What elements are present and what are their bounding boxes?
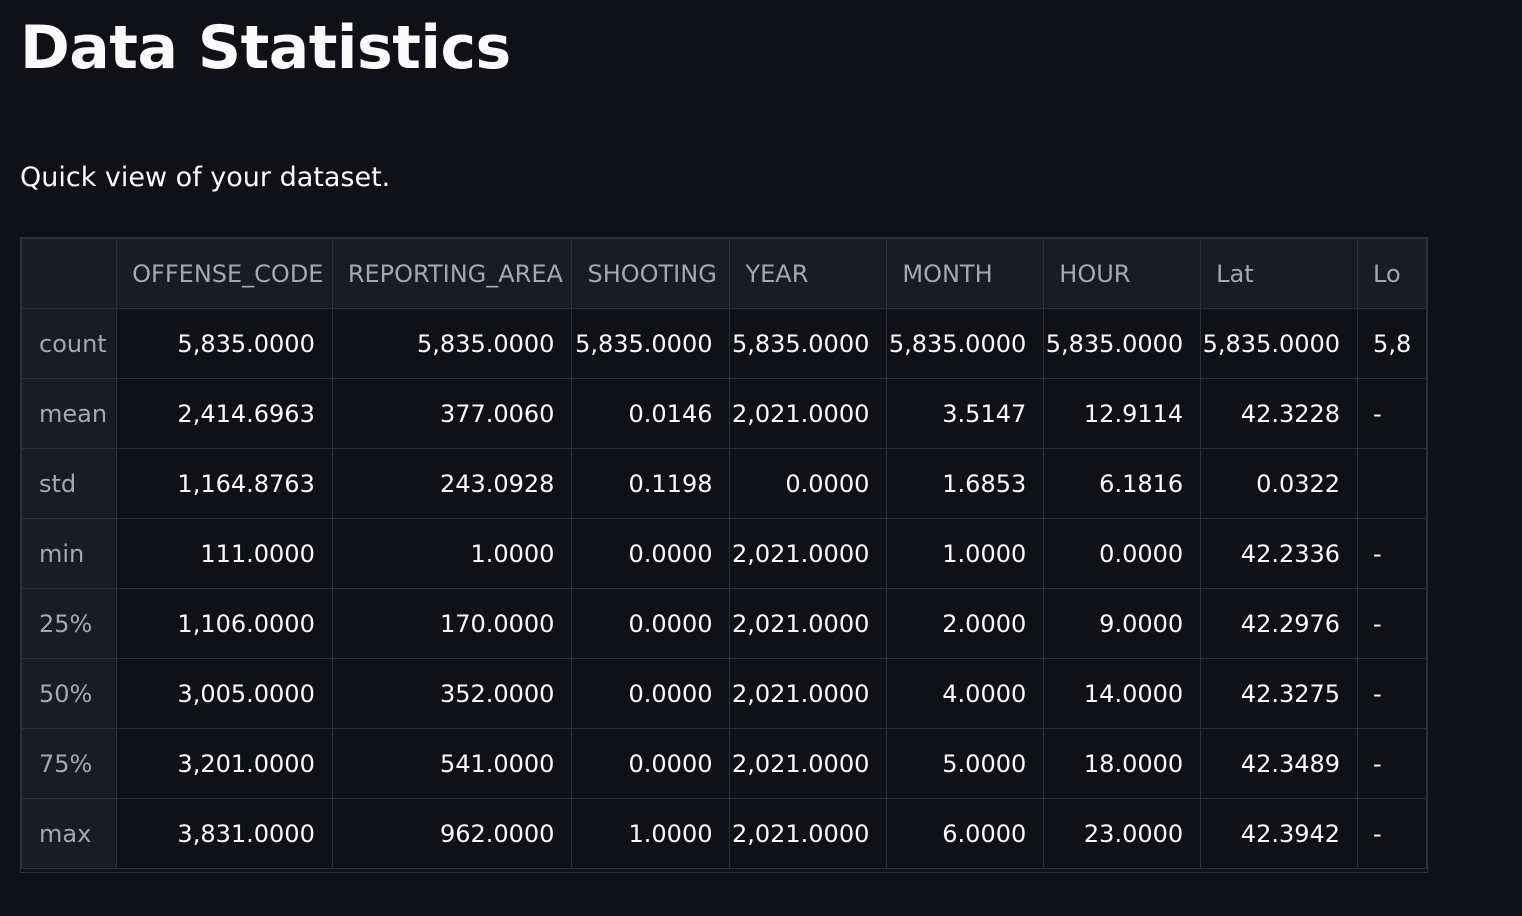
table-row: std 1,164.8763 243.0928 0.1198 0.0000 1.6853 6… — [21, 448, 1427, 519]
table-cell[interactable]: - — [1357, 588, 1427, 659]
table-cell[interactable]: 111.0000 — [116, 518, 333, 589]
table-cell[interactable]: 5,835.0000 — [331, 308, 573, 379]
table-cell[interactable]: 0.0000 — [729, 448, 888, 519]
table-cell[interactable]: 5,835.0000 — [729, 308, 888, 379]
row-index-label: 25% — [21, 588, 118, 659]
table-cell[interactable]: 42.3489 — [1200, 728, 1359, 799]
row-index-label: mean — [21, 378, 118, 449]
table-cell[interactable]: 42.2336 — [1200, 518, 1359, 589]
table-cell[interactable]: 14.0000 — [1043, 658, 1202, 729]
table-cell[interactable]: - — [1357, 658, 1427, 729]
table-cell[interactable]: 541.0000 — [331, 728, 573, 799]
table-cell[interactable]: 2,021.0000 — [729, 728, 888, 799]
stats-dataframe[interactable]: OFFENSE_CODE REPORTING_AREA SHOOTING YEA… — [20, 237, 1428, 873]
table-cell[interactable]: 0.0146 — [571, 378, 731, 449]
column-header[interactable]: Lat — [1200, 238, 1359, 309]
table-cell[interactable]: 243.0928 — [331, 448, 573, 519]
row-index-label: 50% — [21, 658, 118, 729]
row-index-label: max — [21, 798, 118, 869]
table-cell[interactable]: - — [1357, 798, 1427, 869]
table-cell[interactable]: 18.0000 — [1043, 728, 1202, 799]
table-cell[interactable]: 4.0000 — [886, 658, 1045, 729]
column-header[interactable]: YEAR — [729, 238, 888, 309]
table-cell[interactable] — [1357, 448, 1427, 519]
table-cell[interactable]: 5,835.0000 — [1043, 308, 1202, 379]
table-cell[interactable]: 2,021.0000 — [729, 518, 888, 589]
column-header[interactable]: MONTH — [886, 238, 1045, 309]
column-header[interactable]: REPORTING_AREA — [331, 238, 573, 309]
index-header — [21, 238, 118, 309]
page-subtitle: Quick view of your dataset. — [20, 162, 391, 193]
table-cell[interactable]: 6.0000 — [886, 798, 1045, 869]
table-cell[interactable]: 3,201.0000 — [116, 728, 333, 799]
table-cell[interactable]: 5.0000 — [886, 728, 1045, 799]
table-cell[interactable]: 2,021.0000 — [729, 658, 888, 729]
row-index-label: min — [21, 518, 118, 589]
table-cell[interactable]: 0.1198 — [571, 448, 731, 519]
table-cell[interactable]: 0.0322 — [1200, 448, 1359, 519]
column-header[interactable]: SHOOTING — [571, 238, 731, 309]
table-cell[interactable]: 377.0060 — [331, 378, 573, 449]
table-cell[interactable]: - — [1357, 378, 1427, 449]
table-cell[interactable]: 0.0000 — [571, 658, 731, 729]
column-header[interactable]: OFFENSE_CODE — [116, 238, 333, 309]
table-row: max 3,831.0000 962.0000 1.0000 2,021.0000 6.0… — [21, 798, 1427, 869]
table-row: 25% 1,106.0000 170.0000 0.0000 2,021.0000 2.0… — [21, 588, 1427, 659]
table-cell[interactable]: 42.3942 — [1200, 798, 1359, 869]
table-cell[interactable]: 5,835.0000 — [1200, 308, 1359, 379]
table-cell[interactable]: 42.3228 — [1200, 378, 1359, 449]
table-cell[interactable]: 2,414.6963 — [116, 378, 333, 449]
table-cell[interactable]: 2,021.0000 — [729, 588, 888, 659]
table-cell[interactable]: 170.0000 — [331, 588, 573, 659]
table-cell[interactable]: 2,021.0000 — [729, 798, 888, 869]
table-cell[interactable]: 3,005.0000 — [116, 658, 333, 729]
table-cell[interactable]: 2.0000 — [886, 588, 1045, 659]
table-cell[interactable]: 1,106.0000 — [116, 588, 333, 659]
table-cell[interactable]: 2,021.0000 — [729, 378, 888, 449]
table-cell[interactable]: 1.0000 — [331, 518, 573, 589]
header-row: OFFENSE_CODE REPORTING_AREA SHOOTING YEA… — [21, 238, 1427, 309]
table-cell[interactable]: 1.6853 — [886, 448, 1045, 519]
table-row: 50% 3,005.0000 352.0000 0.0000 2,021.0000 4.0… — [21, 658, 1427, 729]
table-cell[interactable]: 0.0000 — [1043, 518, 1202, 589]
table-cell[interactable]: 5,835.0000 — [886, 308, 1045, 379]
table-cell[interactable]: 5,835.0000 — [116, 308, 333, 379]
table-cell[interactable]: 3,831.0000 — [116, 798, 333, 869]
table-cell[interactable]: 5,8 — [1357, 308, 1427, 379]
table-cell[interactable]: 352.0000 — [331, 658, 573, 729]
table-cell[interactable]: 23.0000 — [1043, 798, 1202, 869]
row-index-label: count — [21, 308, 118, 379]
table-row: min 111.0000 1.0000 0.0000 2,021.0000 1.0000 0… — [21, 518, 1427, 589]
table-row: count 5,835.0000 5,835.0000 5,835.0000 5,835… — [21, 308, 1427, 379]
row-index-label: 75% — [21, 728, 118, 799]
column-header[interactable]: HOUR — [1043, 238, 1202, 309]
table-cell[interactable]: 3.5147 — [886, 378, 1045, 449]
table-cell[interactable]: 1.0000 — [571, 798, 731, 869]
table-cell[interactable]: 0.0000 — [571, 588, 731, 659]
table-cell[interactable]: - — [1357, 518, 1427, 589]
stats-table: OFFENSE_CODE REPORTING_AREA SHOOTING YEA… — [21, 238, 1427, 869]
table-cell[interactable]: 9.0000 — [1043, 588, 1202, 659]
table-cell[interactable]: 12.9114 — [1043, 378, 1202, 449]
table-cell[interactable]: 42.2976 — [1200, 588, 1359, 659]
table-cell[interactable]: 0.0000 — [571, 518, 731, 589]
table-cell[interactable]: 0.0000 — [571, 728, 731, 799]
page-title: Data Statistics — [20, 13, 511, 83]
table-row: 75% 3,201.0000 541.0000 0.0000 2,021.0000 5.0… — [21, 728, 1427, 799]
table-cell[interactable]: 962.0000 — [331, 798, 573, 869]
table-cell[interactable]: 6.1816 — [1043, 448, 1202, 519]
table-cell[interactable]: 1.0000 — [886, 518, 1045, 589]
row-index-label: std — [21, 448, 118, 519]
table-cell[interactable]: 5,835.0000 — [571, 308, 731, 379]
table-row: mean 2,414.6963 377.0060 0.0146 2,021.0000 3.… — [21, 378, 1427, 449]
table-cell[interactable]: - — [1357, 728, 1427, 799]
table-cell[interactable]: 1,164.8763 — [116, 448, 333, 519]
column-header[interactable]: Lo — [1357, 238, 1427, 309]
table-body: count 5,835.0000 5,835.0000 5,835.0000 5,835… — [21, 308, 1427, 869]
table-cell[interactable]: 42.3275 — [1200, 658, 1359, 729]
